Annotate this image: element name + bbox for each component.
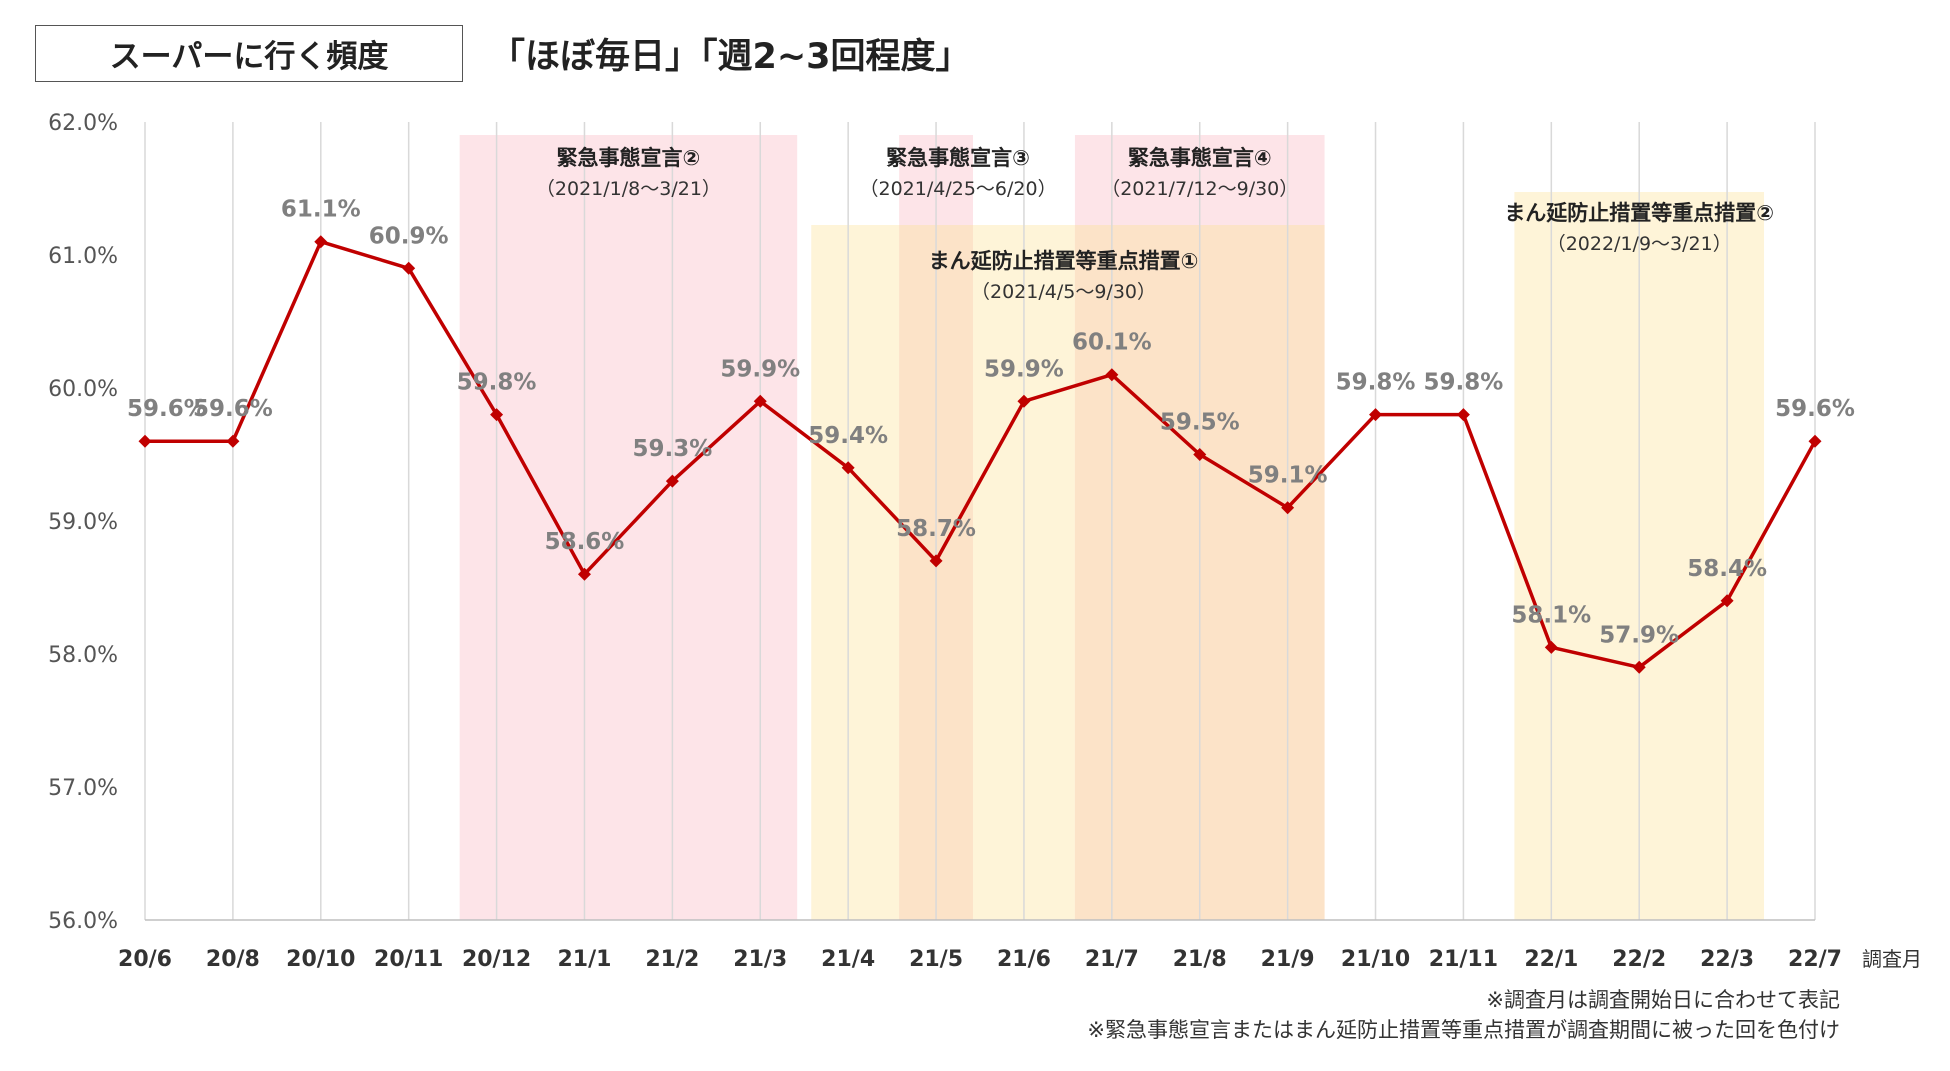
x-tick-label: 20/8 bbox=[206, 947, 260, 972]
x-tick-label: 21/7 bbox=[1085, 947, 1139, 972]
data-label: 59.6% bbox=[193, 396, 273, 422]
data-point bbox=[577, 567, 591, 581]
x-tick-label: 21/10 bbox=[1341, 947, 1410, 972]
band-range: （2021/1/8～3/21） bbox=[536, 178, 721, 200]
data-label: 58.4% bbox=[1687, 556, 1767, 582]
data-label: 58.1% bbox=[1511, 602, 1591, 628]
x-tick-label: 22/1 bbox=[1524, 947, 1578, 972]
data-label: 59.5% bbox=[1160, 410, 1240, 436]
chart-label-box: スーパーに行く頻度 bbox=[35, 25, 463, 82]
data-point bbox=[402, 261, 416, 275]
y-tick-label: 60.0% bbox=[48, 377, 118, 402]
data-label: 59.1% bbox=[1248, 463, 1328, 489]
x-tick-label: 20/10 bbox=[286, 947, 355, 972]
x-tick-label: 21/6 bbox=[997, 947, 1051, 972]
data-point bbox=[753, 394, 767, 408]
data-point bbox=[1105, 368, 1119, 382]
data-point bbox=[1632, 660, 1646, 674]
data-point bbox=[138, 434, 152, 448]
data-labels: 59.6%59.6%61.1%60.9%59.8%58.6%59.3%59.9%… bbox=[127, 197, 1855, 649]
data-point bbox=[314, 235, 328, 249]
band-title: 緊急事態宣言② bbox=[557, 146, 701, 170]
band-title: まん延防止措置等重点措置② bbox=[1504, 201, 1774, 225]
chart-subtitle: 「ほぼ毎日」「週2~3回程度」 bbox=[490, 37, 971, 77]
data-label: 61.1% bbox=[281, 197, 361, 223]
data-label: 59.9% bbox=[984, 356, 1064, 382]
x-tick-label: 21/5 bbox=[909, 947, 963, 972]
data-markers bbox=[138, 235, 1822, 674]
data-label: 58.7% bbox=[896, 516, 976, 542]
data-label: 59.8% bbox=[1424, 370, 1504, 396]
x-tick-label: 21/3 bbox=[733, 947, 787, 972]
x-tick-label: 21/9 bbox=[1261, 947, 1315, 972]
data-label: 58.6% bbox=[545, 529, 625, 555]
y-tick-label: 58.0% bbox=[48, 643, 118, 668]
y-tick-label: 57.0% bbox=[48, 776, 118, 801]
y-tick-label: 59.0% bbox=[48, 510, 118, 535]
band-range: （2021/4/5～9/30） bbox=[971, 281, 1156, 303]
y-tick-label: 56.0% bbox=[48, 909, 118, 934]
band-title: 緊急事態宣言④ bbox=[1128, 146, 1272, 170]
x-tick-label: 22/3 bbox=[1700, 947, 1754, 972]
data-point bbox=[1808, 434, 1822, 448]
data-point bbox=[665, 474, 679, 488]
x-tick-label: 22/7 bbox=[1788, 947, 1842, 972]
x-tick-label: 21/11 bbox=[1429, 947, 1498, 972]
data-label: 59.8% bbox=[457, 370, 537, 396]
data-label: 59.9% bbox=[720, 356, 800, 382]
x-tick-label: 20/6 bbox=[118, 947, 172, 972]
band-range: （2021/7/12～9/30） bbox=[1101, 178, 1298, 200]
data-point bbox=[841, 461, 855, 475]
x-tick-label: 21/8 bbox=[1173, 947, 1227, 972]
band-title: まん延防止措置等重点措置① bbox=[929, 249, 1199, 273]
x-tick-label: 21/2 bbox=[645, 947, 699, 972]
data-point bbox=[1456, 408, 1470, 422]
data-point bbox=[1544, 640, 1558, 654]
data-point bbox=[1281, 501, 1295, 515]
line-chart: 緊急事態宣言② （2021/1/8～3/21） まん延防止措置等重点措置① （2021… bbox=[48, 111, 1922, 972]
period-band-labels: 緊急事態宣言② （2021/1/8～3/21） まん延防止措置等重点措置① （2021… bbox=[536, 146, 1774, 303]
data-point bbox=[1017, 394, 1031, 408]
band-range: （2022/1/9～3/21） bbox=[1547, 233, 1732, 255]
data-point bbox=[490, 408, 504, 422]
y-tick-label: 61.0% bbox=[48, 244, 118, 269]
footnotes: ※調査月は調査開始日に合わせて表記 ※緊急事態宣言またはまん延防止措置等重点措置… bbox=[1087, 985, 1840, 1045]
x-tick-label: 20/11 bbox=[374, 947, 443, 972]
data-label: 60.9% bbox=[369, 223, 449, 249]
footnote: ※緊急事態宣言またはまん延防止措置等重点措置が調査期間に被った回を色付け bbox=[1087, 1018, 1840, 1042]
band-title: 緊急事態宣言③ bbox=[886, 146, 1030, 170]
x-axis-label: 調査月 bbox=[1862, 947, 1922, 971]
data-point bbox=[1369, 408, 1383, 422]
data-label: 57.9% bbox=[1599, 622, 1679, 648]
data-label: 59.4% bbox=[808, 423, 888, 449]
data-point bbox=[226, 434, 240, 448]
gridlines bbox=[144, 122, 1816, 920]
chart-label: スーパーに行く頻度 bbox=[109, 39, 389, 75]
data-label: 59.3% bbox=[632, 436, 712, 462]
data-label: 59.8% bbox=[1336, 370, 1416, 396]
series-line bbox=[145, 239, 1817, 670]
data-point bbox=[1720, 594, 1734, 608]
data-point bbox=[1193, 448, 1207, 461]
data-label: 59.6% bbox=[127, 396, 207, 422]
x-tick-label: 21/1 bbox=[557, 947, 611, 972]
x-tick-label: 20/12 bbox=[462, 947, 531, 972]
data-label: 59.6% bbox=[1775, 396, 1855, 422]
series-line bbox=[145, 239, 1817, 670]
axes: 56.0% 57.0% 58.0% 59.0% 60.0% 61.0% 62.0% 20/6 2… bbox=[48, 111, 1922, 972]
x-tick-label: 21/4 bbox=[821, 947, 875, 972]
footnote: ※調査月は調査開始日に合わせて表記 bbox=[1486, 988, 1840, 1012]
x-tick-label: 22/2 bbox=[1612, 947, 1666, 972]
data-point bbox=[929, 554, 943, 568]
y-tick-label: 62.0% bbox=[48, 111, 118, 136]
data-label: 60.1% bbox=[1072, 330, 1152, 356]
band-range: （2021/4/25～6/20） bbox=[860, 178, 1057, 200]
